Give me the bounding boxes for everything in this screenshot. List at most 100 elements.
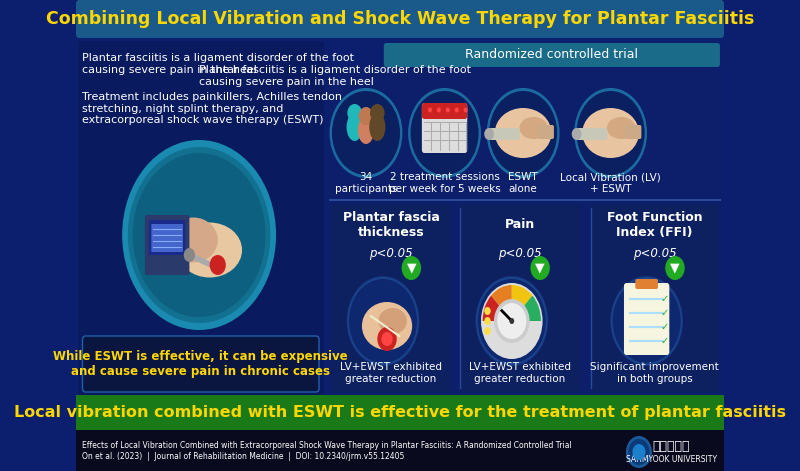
Text: LV+EWST exhibited
greater reduction: LV+EWST exhibited greater reduction <box>469 362 571 384</box>
Circle shape <box>463 107 468 113</box>
FancyBboxPatch shape <box>384 43 720 67</box>
Ellipse shape <box>362 302 412 350</box>
Text: Foot Function
Index (FFI): Foot Function Index (FFI) <box>607 211 702 239</box>
Circle shape <box>437 107 441 113</box>
Text: SAHMYOOK UNIVERSITY: SAHMYOOK UNIVERSITY <box>626 455 717 464</box>
Circle shape <box>358 107 374 125</box>
Text: While ESWT is effective, it can be expensive
and cause severe pain in chronic ca: While ESWT is effective, it can be expen… <box>54 350 348 378</box>
Circle shape <box>484 128 494 140</box>
Text: Plantar fascia
thickness: Plantar fascia thickness <box>342 211 439 239</box>
Ellipse shape <box>169 218 218 262</box>
Ellipse shape <box>358 116 374 144</box>
FancyBboxPatch shape <box>624 283 670 355</box>
Circle shape <box>410 91 478 175</box>
FancyBboxPatch shape <box>76 0 724 38</box>
FancyBboxPatch shape <box>149 220 186 255</box>
Circle shape <box>454 107 458 113</box>
FancyBboxPatch shape <box>422 103 467 119</box>
Circle shape <box>572 128 582 140</box>
Ellipse shape <box>519 117 548 139</box>
Text: Plantar fasciitis is a ligament disorder of the foot
causing severe pain in the : Plantar fasciitis is a ligament disorder… <box>199 65 471 87</box>
Text: p<0.05: p<0.05 <box>633 246 677 260</box>
Circle shape <box>484 327 490 335</box>
Text: Plantar fasciitis is a ligament disorder of the foot
causing severe pain in the : Plantar fasciitis is a ligament disorder… <box>82 53 354 74</box>
FancyBboxPatch shape <box>327 70 722 395</box>
Circle shape <box>476 277 547 365</box>
Circle shape <box>494 299 530 343</box>
Circle shape <box>486 88 559 178</box>
Circle shape <box>484 317 490 325</box>
Wedge shape <box>482 295 512 321</box>
FancyBboxPatch shape <box>422 103 467 153</box>
Text: ESWT
alone: ESWT alone <box>508 172 538 194</box>
FancyBboxPatch shape <box>151 224 183 252</box>
Circle shape <box>346 276 419 366</box>
Circle shape <box>330 88 402 178</box>
FancyBboxPatch shape <box>145 215 190 275</box>
Circle shape <box>128 147 270 323</box>
FancyBboxPatch shape <box>577 128 607 140</box>
Circle shape <box>498 303 526 339</box>
Text: Randomized controlled trial: Randomized controlled trial <box>465 49 638 62</box>
Circle shape <box>666 256 685 280</box>
Text: ✓: ✓ <box>661 322 669 332</box>
FancyBboxPatch shape <box>76 430 724 471</box>
Circle shape <box>349 279 417 363</box>
Circle shape <box>577 91 645 175</box>
Ellipse shape <box>178 222 242 277</box>
Ellipse shape <box>370 113 386 141</box>
Ellipse shape <box>582 108 639 158</box>
Circle shape <box>402 256 421 280</box>
FancyBboxPatch shape <box>591 204 718 392</box>
Text: ✓: ✓ <box>661 294 669 304</box>
FancyBboxPatch shape <box>538 125 554 139</box>
Circle shape <box>475 276 548 366</box>
FancyBboxPatch shape <box>635 279 658 289</box>
Text: ✓: ✓ <box>661 308 669 318</box>
Text: ✓: ✓ <box>661 336 669 346</box>
Text: On et al. (2023)  |  Journal of Rehabilitation Medicine  |  DOI: 10.2340/jrm.v55: On et al. (2023) | Journal of Rehabilita… <box>82 452 405 461</box>
Text: Local Vibration (LV)
+ ESWT: Local Vibration (LV) + ESWT <box>560 172 661 194</box>
Circle shape <box>510 318 514 324</box>
Text: Effects of Local Vibration Combined with Extracorporeal Shock Wave Therapy in Pl: Effects of Local Vibration Combined with… <box>82 441 572 450</box>
Circle shape <box>370 104 385 122</box>
Circle shape <box>122 140 276 330</box>
FancyBboxPatch shape <box>76 38 724 400</box>
Circle shape <box>347 104 362 122</box>
Ellipse shape <box>346 113 362 141</box>
Circle shape <box>408 88 481 178</box>
Text: LV+EWST exhibited
greater reduction: LV+EWST exhibited greater reduction <box>340 362 442 384</box>
Text: Treatment includes painkillers, Achilles tendon
stretching, night splint therapy: Treatment includes painkillers, Achilles… <box>82 92 342 125</box>
FancyBboxPatch shape <box>625 125 642 139</box>
Text: ▼: ▼ <box>535 261 545 275</box>
Wedge shape <box>491 285 512 321</box>
Text: p<0.05: p<0.05 <box>498 246 542 260</box>
Ellipse shape <box>494 108 551 158</box>
Text: Local vibration combined with ESWT is effective for the treatment of plantar fas: Local vibration combined with ESWT is ef… <box>14 405 786 420</box>
Circle shape <box>484 307 490 315</box>
FancyBboxPatch shape <box>78 41 324 398</box>
Circle shape <box>489 91 557 175</box>
FancyBboxPatch shape <box>82 336 319 392</box>
Circle shape <box>530 256 550 280</box>
Text: 34
participants: 34 participants <box>334 172 398 194</box>
Circle shape <box>481 283 542 359</box>
Circle shape <box>629 439 650 465</box>
FancyBboxPatch shape <box>76 395 724 430</box>
Text: ▼: ▼ <box>406 261 416 275</box>
Circle shape <box>347 277 418 365</box>
Text: 삼육대학교: 삼육대학교 <box>653 440 690 454</box>
Circle shape <box>378 327 397 351</box>
Wedge shape <box>512 285 532 321</box>
Circle shape <box>626 436 652 468</box>
Circle shape <box>446 107 450 113</box>
Circle shape <box>210 255 226 275</box>
Text: Significant improvement
in both groups: Significant improvement in both groups <box>590 362 719 384</box>
Circle shape <box>133 153 266 317</box>
Text: ▼: ▼ <box>670 261 680 275</box>
FancyBboxPatch shape <box>331 204 451 392</box>
Text: 2 treatment sessions
per week for 5 weeks: 2 treatment sessions per week for 5 week… <box>389 172 501 194</box>
Circle shape <box>478 279 546 363</box>
Circle shape <box>184 248 195 262</box>
Text: p<0.05: p<0.05 <box>370 246 413 260</box>
